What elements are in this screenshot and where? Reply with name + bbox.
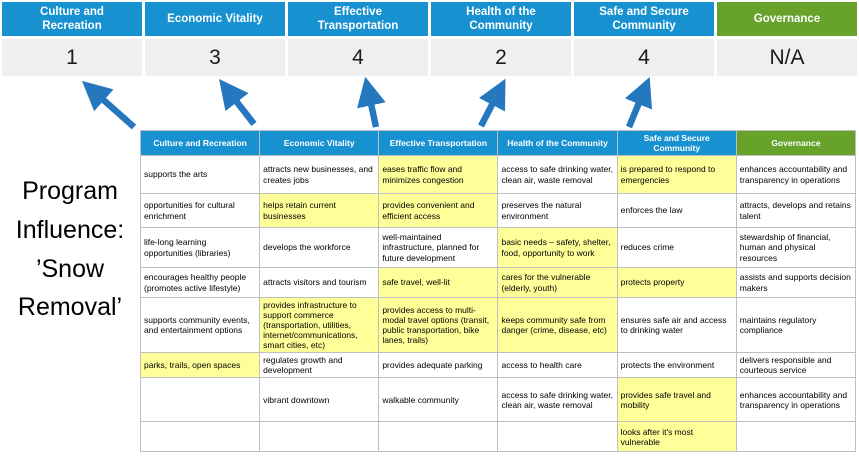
page-title: Program Influence: ’Snow Removal’ [15, 177, 125, 322]
table-cell: stewardship of financial, human and phys… [735, 227, 857, 268]
table-cell: protects the environment [616, 352, 737, 379]
table-cell: well-maintained infrastructure, planned … [378, 227, 499, 268]
table-row: life-long learning opportunities (librar… [139, 227, 857, 268]
table-cell: enforces the law [616, 193, 737, 228]
scorecard-header-3: Health of the Community [431, 2, 571, 36]
table-cell: regulates growth and development [259, 352, 380, 379]
table-cell: supports the arts [139, 155, 261, 194]
table-cell [378, 421, 499, 453]
arrow-icon [625, 76, 653, 129]
table-header-4: Safe and Secure Community [616, 130, 737, 156]
influence-table: Culture and Recreation Economic Vitality E… [139, 130, 857, 453]
score-value-3: 2 [431, 39, 571, 76]
table-cell: protects property [616, 267, 737, 298]
arrow-icon [357, 76, 386, 128]
table-cell [139, 421, 261, 453]
score-value-4: 4 [574, 39, 714, 76]
table-row: supports community events, and entertain… [139, 296, 857, 354]
scorecard-headers: Culture and Recreation Economic Vitality E… [2, 2, 857, 36]
table-cell: basic needs – safety, shelter, food, opp… [497, 227, 618, 268]
table-cell: is prepared to respond to emergencies [616, 155, 737, 194]
arrow-icon [219, 79, 257, 126]
arrow-icon [81, 80, 137, 130]
scorecard-header-0: Culture and Recreation [2, 2, 142, 36]
table-cell: helps retain current businesses [259, 193, 380, 228]
score-value-1: 3 [145, 39, 285, 76]
table-cell [259, 421, 380, 453]
table-row: opportunities for cultural enrichment hel… [139, 193, 857, 228]
table-cell: assists and supports decision makers [735, 267, 857, 298]
table-cell: keeps community safe from danger (crime,… [497, 296, 618, 354]
table-row: supports the arts attracts new businesses… [139, 155, 857, 194]
table-cell: attracts new businesses, and creates job… [259, 155, 380, 194]
table-cell: enhances accountability and transparency… [735, 377, 857, 423]
table-cell: life-long learning opportunities (librar… [139, 227, 261, 268]
scorecard-header-4: Safe and Secure Community [574, 2, 714, 36]
table-cell: eases traffic flow and minimizes congest… [378, 155, 499, 194]
arrow-icon [478, 78, 506, 128]
table-cell: vibrant downtown [259, 377, 380, 423]
table-cell: access to safe drinking water, clean air… [497, 155, 618, 194]
table-cell: parks, trails, open spaces [139, 352, 261, 379]
table-cell: encourages healthy people (promotes acti… [139, 267, 261, 298]
table-cell: looks after it's most vulnerable [616, 421, 737, 453]
score-value-5: N/A [717, 39, 857, 76]
table-cell: enhances accountability and transparency… [735, 155, 857, 194]
table-row: looks after it's most vulnerable [139, 421, 857, 453]
score-value-0: 1 [2, 39, 142, 76]
table-cell [139, 377, 261, 423]
table-cell: safe travel, well-lit [378, 267, 499, 298]
table-header-5: Governance [735, 130, 857, 156]
table-header-row: Culture and Recreation Economic Vitality E… [139, 130, 857, 156]
scorecard-scores: 1 3 4 2 4 N/A [2, 39, 857, 76]
table-header-1: Economic Vitality [259, 130, 380, 156]
table-cell: opportunities for cultural enrichment [139, 193, 261, 228]
table-cell: maintains regulatory compliance [735, 296, 857, 354]
table-cell: reduces crime [616, 227, 737, 268]
score-value-2: 4 [288, 39, 428, 76]
table-cell: access to health care [497, 352, 618, 379]
scorecard-header-2: Effective Transportation [288, 2, 428, 36]
table-cell: provides access to multi-modal travel op… [378, 296, 499, 354]
table-cell [735, 421, 857, 453]
scorecard-header-5: Governance [717, 2, 857, 36]
table-cell: attracts, develops and retains talent [735, 193, 857, 228]
table-cell: delivers responsible and courteous servi… [735, 352, 857, 379]
table-row: parks, trails, open spaces regulates grow… [139, 352, 857, 379]
table-cell: provides safe travel and mobility [616, 377, 737, 423]
table-cell: preserves the natural environment [497, 193, 618, 228]
table-row: vibrant downtown walkable community access… [139, 377, 857, 423]
table-header-3: Health of the Community [497, 130, 618, 156]
table-cell: supports community events, and entertain… [139, 296, 261, 354]
table-cell: walkable community [378, 377, 499, 423]
table-cell: provides infrastructure to support comme… [259, 296, 380, 354]
scorecard-header-1: Economic Vitality [145, 2, 285, 36]
table-header-2: Effective Transportation [378, 130, 499, 156]
table-cell: ensures safe air and access to drinking … [616, 296, 737, 354]
table-cell: develops the workforce [259, 227, 380, 268]
table-row: encourages healthy people (promotes acti… [139, 267, 857, 298]
table-header-0: Culture and Recreation [139, 130, 261, 156]
table-cell [497, 421, 618, 453]
table-cell: provides adequate parking [378, 352, 499, 379]
table-cell: cares for the vulnerable (elderly, youth… [497, 267, 618, 298]
table-cell: access to safe drinking water, clean air… [497, 377, 618, 423]
table-cell: provides convenient and efficient access [378, 193, 499, 228]
table-cell: attracts visitors and tourism [259, 267, 380, 298]
